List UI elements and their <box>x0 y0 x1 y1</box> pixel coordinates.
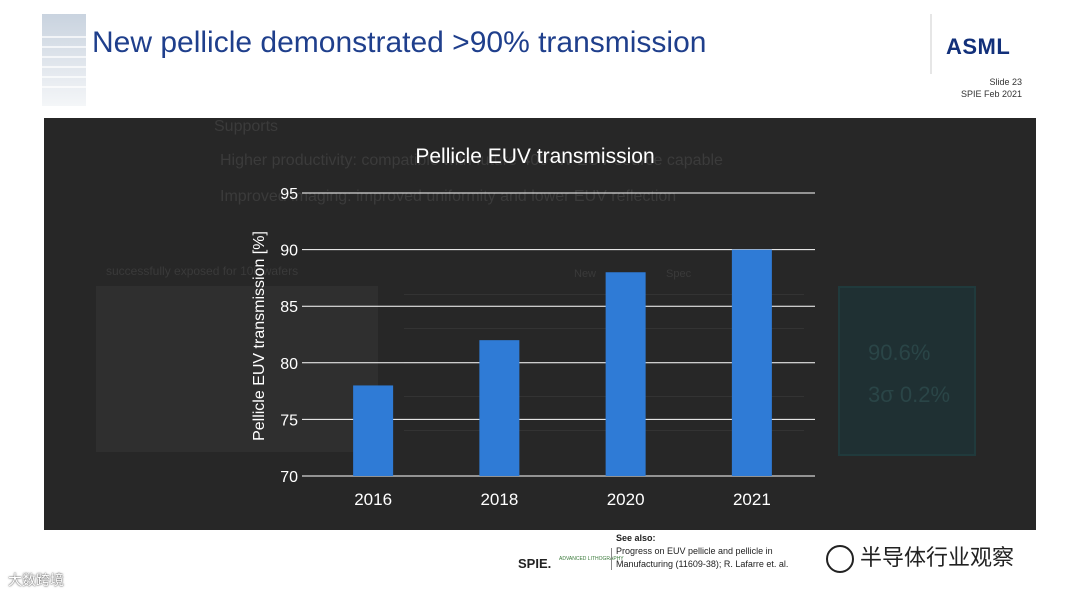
y-tick-label: 95 <box>280 186 298 203</box>
logo-divider <box>930 14 932 74</box>
ghost-value1: 90.6% <box>868 340 931 365</box>
y-tick-label: 90 <box>280 243 298 260</box>
ghost-table-line <box>404 328 804 329</box>
asml-logo: ASML <box>946 34 1011 59</box>
bar-2016 <box>353 385 394 476</box>
ghost-table-col2: Spec <box>666 268 692 280</box>
see-also-label: See also: <box>616 533 656 543</box>
y-tick-labels: 70 75 80 85 90 95 <box>280 186 298 486</box>
footer-divider <box>611 548 612 570</box>
x-tick-label: 2020 <box>607 490 645 509</box>
ghost-result-box: 90.6% 3σ 0.2% <box>838 286 976 456</box>
bars <box>353 249 772 476</box>
ghost-table-col1: New <box>574 268 597 280</box>
x-tick-label: 2021 <box>733 490 771 509</box>
ghost-bullet2: Improved imaging: improved uniformity an… <box>220 188 677 205</box>
chart-title: Pellicle EUV transmission <box>415 145 654 168</box>
y-tick-label: 80 <box>280 356 298 373</box>
spie-logo: SPIE. <box>518 556 552 571</box>
ghost-table-line <box>404 294 804 295</box>
ghost-bullet1: Higher productivity: compatible with fut… <box>220 152 723 169</box>
bar-2021 <box>731 249 772 476</box>
x-tick-labels: 2016 2018 2020 2021 <box>354 490 771 509</box>
slide-title: New pellicle demonstrated >90% transmiss… <box>92 26 707 59</box>
spie-subtitle: ADVANCED LITHOGRAPHY <box>559 556 624 562</box>
watermark-right-text: 半导体行业观察 <box>860 545 1015 570</box>
ghost-table-line <box>404 430 804 431</box>
wechat-icon <box>826 545 854 574</box>
bar-2020 <box>605 272 646 476</box>
x-tick-label: 2016 <box>354 490 392 509</box>
y-tick-label: 70 <box>280 469 298 486</box>
ghost-supports: Supports <box>214 118 279 135</box>
watermark-right: 半导体行业观察 <box>826 540 1015 574</box>
slide-number: Slide 23 <box>989 77 1022 87</box>
ghost-value2: 3σ 0.2% <box>868 382 951 407</box>
ghost-exposed: successfully exposed for 10k wafers <box>106 264 299 278</box>
bar-2018 <box>479 340 520 476</box>
x-tick-label: 2018 <box>480 490 518 509</box>
reference-line1: Progress on EUV pellicle and pellicle in <box>616 546 773 556</box>
y-tick-label: 85 <box>280 299 298 316</box>
corner-decoration <box>42 14 86 106</box>
y-axis-label: Pellicle EUV transmission [%] <box>251 231 268 441</box>
watermark-left: 大数跨境 <box>8 572 64 588</box>
reference-line2: Manufacturing (11609-38); R. Lafarre et.… <box>616 559 789 569</box>
slide-event: SPIE Feb 2021 <box>960 89 1022 99</box>
ghost-image <box>96 286 378 452</box>
y-tick-label: 75 <box>280 412 298 429</box>
chart-panel: Supports Higher productivity: compatible… <box>44 118 1036 530</box>
slide-info: Slide 23 SPIE Feb 2021 <box>961 76 1022 100</box>
ghost-table-line <box>404 396 804 397</box>
see-also-block: See also: Progress on EUV pellicle and p… <box>616 532 788 571</box>
